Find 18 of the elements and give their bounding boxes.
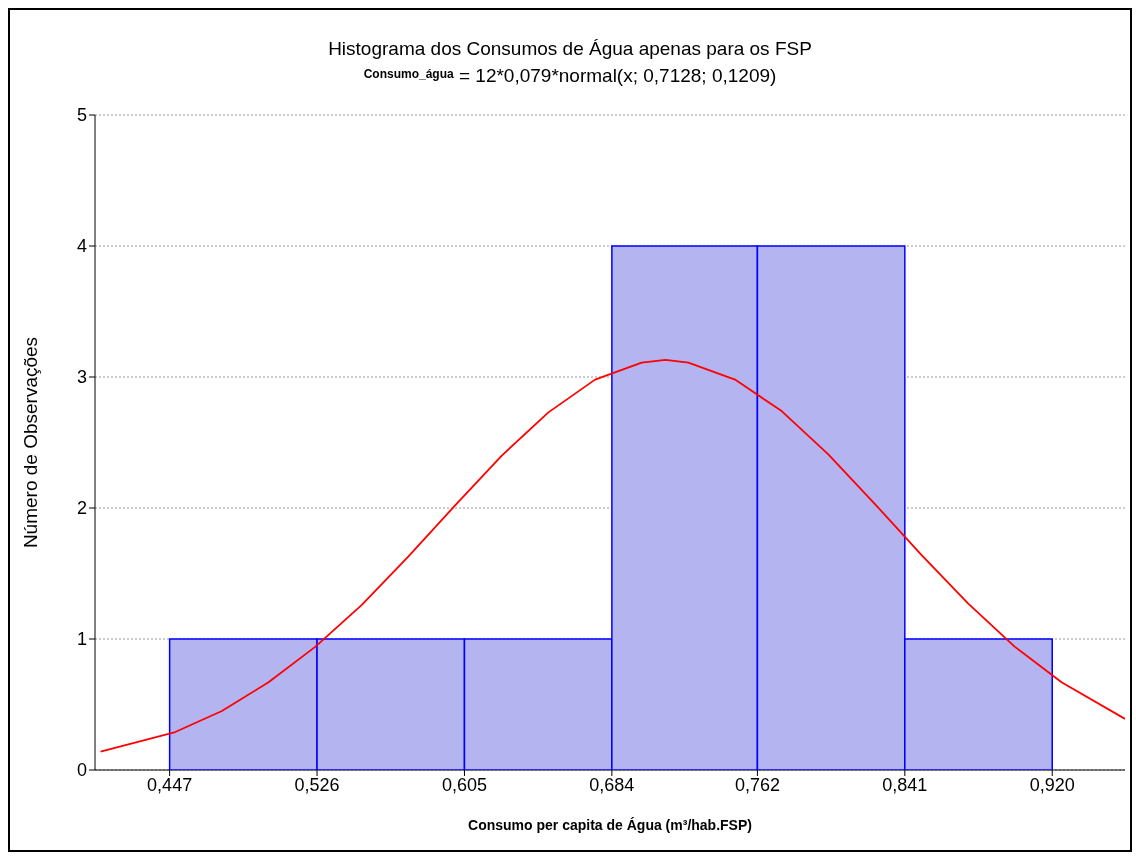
x-tick-label: 0,447 xyxy=(147,774,193,795)
x-tick-label: 0,762 xyxy=(734,774,780,795)
x-tick-label: 0,841 xyxy=(882,774,928,795)
y-tick-label: 1 xyxy=(76,629,87,650)
y-tick-label: 2 xyxy=(76,498,87,519)
chart-title: Histograma dos Consumos de Água apenas para os FSP xyxy=(327,38,813,60)
chart-subtitle: $^{Consumo_água}$ = 12*0,079*normal(x; 0,7128; 0,1209) xyxy=(362,65,778,87)
line-series xyxy=(99,359,1125,753)
y-tick-label: 3 xyxy=(76,367,87,388)
x-axis-title: Consumo per capita de Água (m³/hab.FSP) xyxy=(468,817,752,833)
x-tick-label: 0,526 xyxy=(294,774,340,795)
y-tick-label: 0 xyxy=(76,760,87,781)
x-tick-label: 0,920 xyxy=(1029,774,1075,795)
x-tick-label: 0,605 xyxy=(441,774,487,795)
y-axis-title: Número de Observações xyxy=(19,336,41,549)
y-tick-label: 5 xyxy=(76,105,87,126)
y-tick-label: 4 xyxy=(76,236,87,257)
x-tick-label: 0,684 xyxy=(589,774,635,795)
